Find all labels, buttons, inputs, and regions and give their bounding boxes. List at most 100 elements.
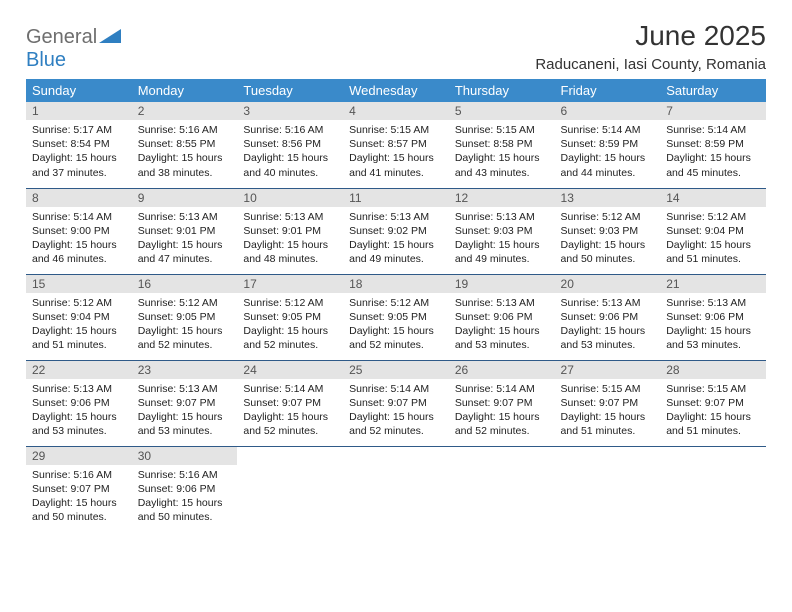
weekday-header-row: Sunday Monday Tuesday Wednesday Thursday… <box>26 79 766 102</box>
sunrise-line: Sunrise: 5:12 AM <box>349 296 443 310</box>
daylight-line: Daylight: 15 hours and 45 minutes. <box>666 151 760 179</box>
sunrise-line: Sunrise: 5:16 AM <box>138 123 232 137</box>
day-number: 7 <box>660 102 766 120</box>
day-details: Sunrise: 5:13 AMSunset: 9:01 PMDaylight:… <box>132 207 238 273</box>
sunset-line: Sunset: 8:58 PM <box>455 137 549 151</box>
sunset-line: Sunset: 9:04 PM <box>32 310 126 324</box>
calendar-body: 1Sunrise: 5:17 AMSunset: 8:54 PMDaylight… <box>26 102 766 532</box>
sunset-line: Sunset: 9:07 PM <box>666 396 760 410</box>
day-details: Sunrise: 5:13 AMSunset: 9:06 PMDaylight:… <box>26 379 132 445</box>
day-number: 27 <box>555 361 661 379</box>
day-details: Sunrise: 5:13 AMSunset: 9:01 PMDaylight:… <box>237 207 343 273</box>
daylight-line: Daylight: 15 hours and 51 minutes. <box>32 324 126 352</box>
sunset-line: Sunset: 9:00 PM <box>32 224 126 238</box>
daylight-line: Daylight: 15 hours and 49 minutes. <box>349 238 443 266</box>
day-number: 24 <box>237 361 343 379</box>
calendar-cell: 4Sunrise: 5:15 AMSunset: 8:57 PMDaylight… <box>343 102 449 188</box>
day-number: 25 <box>343 361 449 379</box>
sunrise-line: Sunrise: 5:13 AM <box>349 210 443 224</box>
calendar-cell: 17Sunrise: 5:12 AMSunset: 9:05 PMDayligh… <box>237 274 343 360</box>
calendar-cell: 22Sunrise: 5:13 AMSunset: 9:06 PMDayligh… <box>26 360 132 446</box>
day-number: 29 <box>26 447 132 465</box>
sunset-line: Sunset: 9:05 PM <box>243 310 337 324</box>
day-details: Sunrise: 5:13 AMSunset: 9:06 PMDaylight:… <box>449 293 555 359</box>
weekday-header: Thursday <box>449 79 555 102</box>
day-details: Sunrise: 5:14 AMSunset: 8:59 PMDaylight:… <box>660 120 766 186</box>
daylight-line: Daylight: 15 hours and 53 minutes. <box>32 410 126 438</box>
sunset-line: Sunset: 8:54 PM <box>32 137 126 151</box>
day-details: Sunrise: 5:15 AMSunset: 9:07 PMDaylight:… <box>660 379 766 445</box>
sunset-line: Sunset: 9:07 PM <box>349 396 443 410</box>
sunrise-line: Sunrise: 5:15 AM <box>561 382 655 396</box>
sunset-line: Sunset: 9:03 PM <box>455 224 549 238</box>
page-title: June 2025 <box>535 20 766 52</box>
sunset-line: Sunset: 9:01 PM <box>138 224 232 238</box>
sunrise-line: Sunrise: 5:13 AM <box>138 382 232 396</box>
sunset-line: Sunset: 9:04 PM <box>666 224 760 238</box>
day-details: Sunrise: 5:13 AMSunset: 9:06 PMDaylight:… <box>555 293 661 359</box>
sunrise-line: Sunrise: 5:12 AM <box>138 296 232 310</box>
calendar-cell <box>660 446 766 532</box>
day-number: 26 <box>449 361 555 379</box>
day-details: Sunrise: 5:14 AMSunset: 9:00 PMDaylight:… <box>26 207 132 273</box>
sunrise-line: Sunrise: 5:15 AM <box>666 382 760 396</box>
day-details: Sunrise: 5:16 AMSunset: 8:56 PMDaylight:… <box>237 120 343 186</box>
header: General Blue June 2025 Raducaneni, Iasi … <box>26 20 766 73</box>
daylight-line: Daylight: 15 hours and 52 minutes. <box>349 410 443 438</box>
day-details: Sunrise: 5:16 AMSunset: 9:06 PMDaylight:… <box>132 465 238 531</box>
calendar-cell: 14Sunrise: 5:12 AMSunset: 9:04 PMDayligh… <box>660 188 766 274</box>
sunrise-line: Sunrise: 5:12 AM <box>666 210 760 224</box>
daylight-line: Daylight: 15 hours and 52 minutes. <box>243 324 337 352</box>
page-subtitle: Raducaneni, Iasi County, Romania <box>535 56 766 73</box>
calendar-cell <box>237 446 343 532</box>
logo-word-blue: Blue <box>26 49 66 71</box>
day-details: Sunrise: 5:14 AMSunset: 9:07 PMDaylight:… <box>449 379 555 445</box>
calendar-cell: 13Sunrise: 5:12 AMSunset: 9:03 PMDayligh… <box>555 188 661 274</box>
day-details: Sunrise: 5:13 AMSunset: 9:06 PMDaylight:… <box>660 293 766 359</box>
day-number: 8 <box>26 189 132 207</box>
day-number: 5 <box>449 102 555 120</box>
calendar-cell: 19Sunrise: 5:13 AMSunset: 9:06 PMDayligh… <box>449 274 555 360</box>
day-number: 23 <box>132 361 238 379</box>
day-details: Sunrise: 5:14 AMSunset: 8:59 PMDaylight:… <box>555 120 661 186</box>
calendar-cell: 18Sunrise: 5:12 AMSunset: 9:05 PMDayligh… <box>343 274 449 360</box>
daylight-line: Daylight: 15 hours and 50 minutes. <box>32 496 126 524</box>
calendar-cell: 7Sunrise: 5:14 AMSunset: 8:59 PMDaylight… <box>660 102 766 188</box>
calendar-week-row: 1Sunrise: 5:17 AMSunset: 8:54 PMDaylight… <box>26 102 766 188</box>
daylight-line: Daylight: 15 hours and 40 minutes. <box>243 151 337 179</box>
sunset-line: Sunset: 9:07 PM <box>32 482 126 496</box>
day-number: 10 <box>237 189 343 207</box>
day-number: 18 <box>343 275 449 293</box>
sunset-line: Sunset: 9:02 PM <box>349 224 443 238</box>
sunrise-line: Sunrise: 5:14 AM <box>32 210 126 224</box>
sunset-line: Sunset: 8:59 PM <box>666 137 760 151</box>
sunrise-line: Sunrise: 5:13 AM <box>138 210 232 224</box>
sunrise-line: Sunrise: 5:15 AM <box>455 123 549 137</box>
sunset-line: Sunset: 9:06 PM <box>561 310 655 324</box>
day-details: Sunrise: 5:17 AMSunset: 8:54 PMDaylight:… <box>26 120 132 186</box>
calendar-cell: 20Sunrise: 5:13 AMSunset: 9:06 PMDayligh… <box>555 274 661 360</box>
calendar-week-row: 29Sunrise: 5:16 AMSunset: 9:07 PMDayligh… <box>26 446 766 532</box>
calendar-cell: 11Sunrise: 5:13 AMSunset: 9:02 PMDayligh… <box>343 188 449 274</box>
day-number: 14 <box>660 189 766 207</box>
calendar-cell: 30Sunrise: 5:16 AMSunset: 9:06 PMDayligh… <box>132 446 238 532</box>
sunrise-line: Sunrise: 5:13 AM <box>455 296 549 310</box>
day-details: Sunrise: 5:12 AMSunset: 9:04 PMDaylight:… <box>660 207 766 273</box>
page: General Blue June 2025 Raducaneni, Iasi … <box>0 0 792 552</box>
sunrise-line: Sunrise: 5:12 AM <box>32 296 126 310</box>
sunset-line: Sunset: 9:01 PM <box>243 224 337 238</box>
sunset-line: Sunset: 8:56 PM <box>243 137 337 151</box>
daylight-line: Daylight: 15 hours and 53 minutes. <box>666 324 760 352</box>
calendar-table: Sunday Monday Tuesday Wednesday Thursday… <box>26 79 766 532</box>
sunset-line: Sunset: 8:55 PM <box>138 137 232 151</box>
day-number: 1 <box>26 102 132 120</box>
day-details: Sunrise: 5:16 AMSunset: 8:55 PMDaylight:… <box>132 120 238 186</box>
weekday-header: Sunday <box>26 79 132 102</box>
calendar-cell: 23Sunrise: 5:13 AMSunset: 9:07 PMDayligh… <box>132 360 238 446</box>
calendar-cell: 29Sunrise: 5:16 AMSunset: 9:07 PMDayligh… <box>26 446 132 532</box>
calendar-cell: 9Sunrise: 5:13 AMSunset: 9:01 PMDaylight… <box>132 188 238 274</box>
day-details: Sunrise: 5:12 AMSunset: 9:05 PMDaylight:… <box>237 293 343 359</box>
calendar-cell: 6Sunrise: 5:14 AMSunset: 8:59 PMDaylight… <box>555 102 661 188</box>
day-number: 2 <box>132 102 238 120</box>
day-details: Sunrise: 5:14 AMSunset: 9:07 PMDaylight:… <box>343 379 449 445</box>
